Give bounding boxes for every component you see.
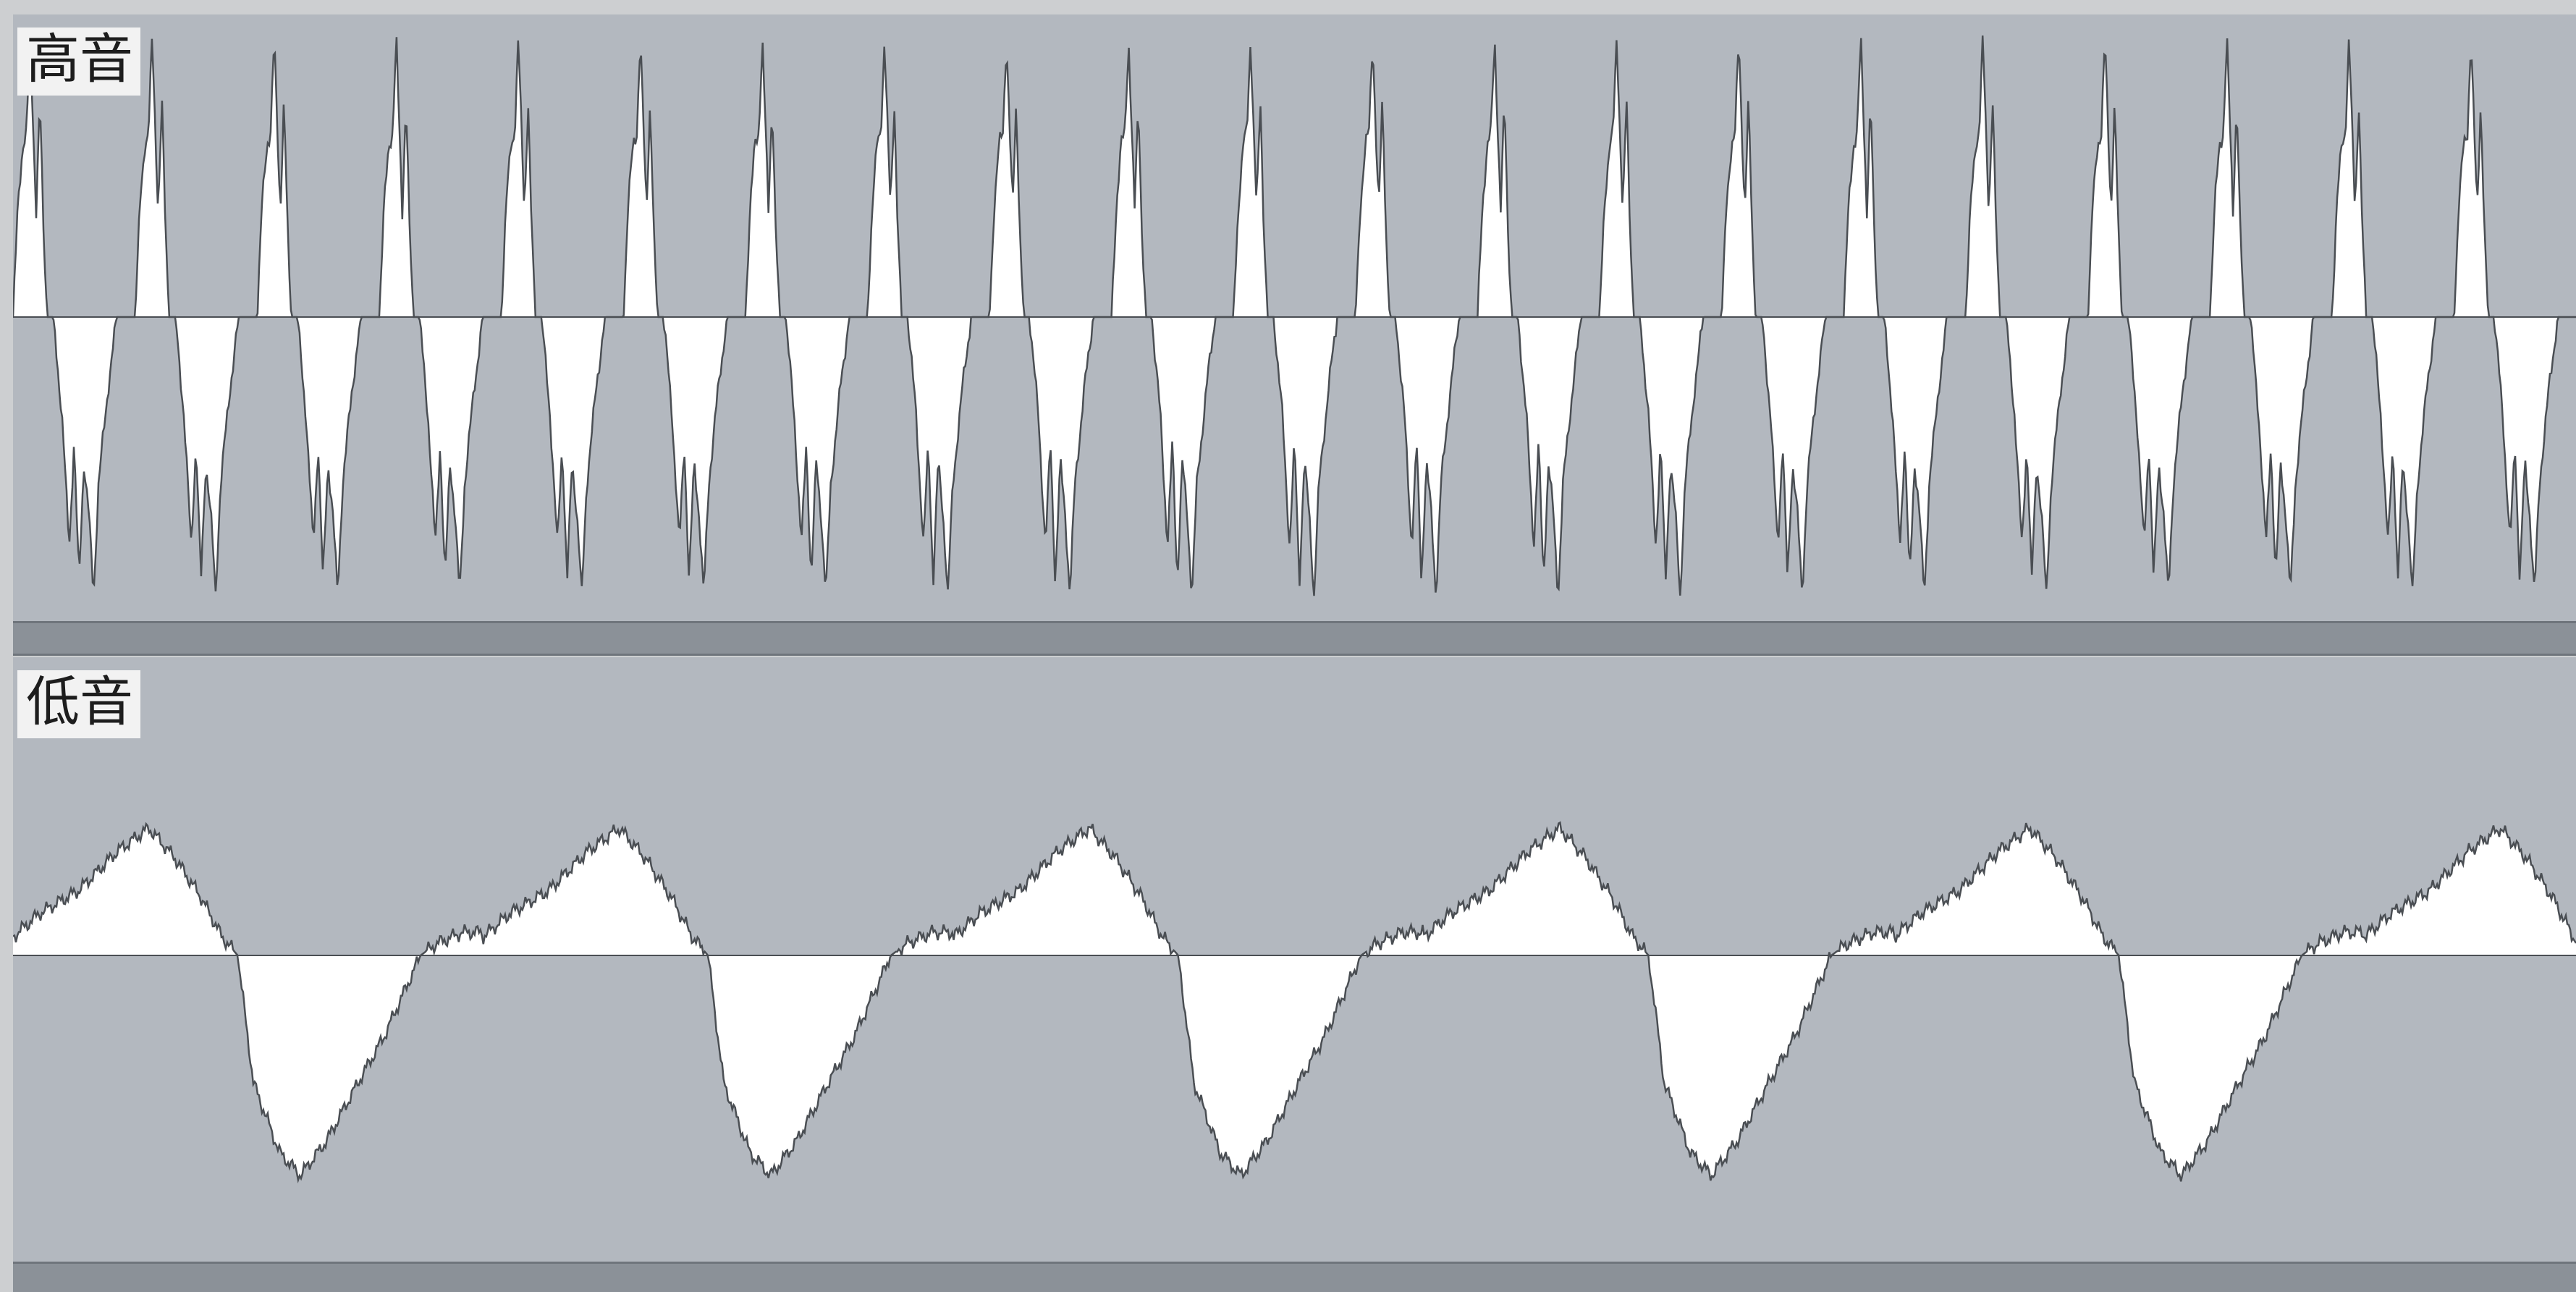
bass-waveform-panel: 低音 <box>13 657 2576 1262</box>
treble-waveform-chart <box>13 35 2576 596</box>
treble-waveform-panel: 高音 <box>13 14 2576 621</box>
treble-label: 高音 <box>17 28 140 96</box>
treble-waveform-line <box>13 35 2576 596</box>
treble-track-divider <box>13 621 2576 656</box>
bass-track-divider <box>13 1262 2576 1292</box>
bass-waveform-area <box>13 822 2576 1182</box>
bass-waveform-chart <box>13 821 2576 1184</box>
bass-waveform-line <box>13 821 2576 1184</box>
treble-waveform-area <box>13 35 2576 596</box>
bass-label: 低音 <box>17 670 140 738</box>
